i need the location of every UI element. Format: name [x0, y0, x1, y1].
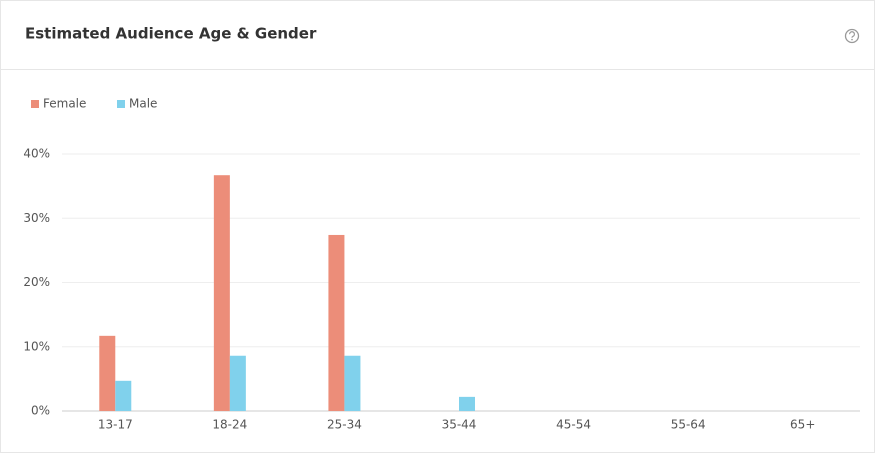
x-tick-label: 25-34	[327, 418, 362, 432]
legend-label: Female	[43, 97, 86, 111]
bar	[115, 380, 132, 411]
legend-swatch	[31, 100, 39, 108]
help-dot	[851, 38, 853, 41]
legend-label: Male	[129, 97, 157, 111]
chart-title: Estimated Audience Age & Gender	[25, 25, 317, 43]
x-tick-label: 45-54	[556, 418, 591, 432]
help-circle	[844, 28, 860, 44]
x-tick-label: 65+	[790, 418, 815, 432]
x-tick-label: 55-64	[671, 418, 706, 432]
y-tick-label: 20%	[23, 275, 50, 289]
y-tick-label: 10%	[23, 339, 50, 353]
x-tick-label: 35-44	[442, 418, 477, 432]
y-tick-label: 30%	[23, 211, 50, 225]
x-tick-label: 13-17	[98, 418, 133, 432]
bar	[328, 234, 345, 411]
bar	[229, 355, 246, 411]
bar	[459, 396, 475, 411]
y-tick-label: 40%	[23, 147, 50, 161]
bar	[213, 175, 230, 411]
help-icon[interactable]	[844, 28, 860, 44]
help-glyph	[848, 31, 855, 38]
legend-swatch	[117, 100, 125, 108]
bar	[99, 335, 116, 411]
x-tick-label: 18-24	[212, 418, 247, 432]
y-tick-label: 0%	[31, 404, 50, 418]
bar	[344, 355, 361, 411]
